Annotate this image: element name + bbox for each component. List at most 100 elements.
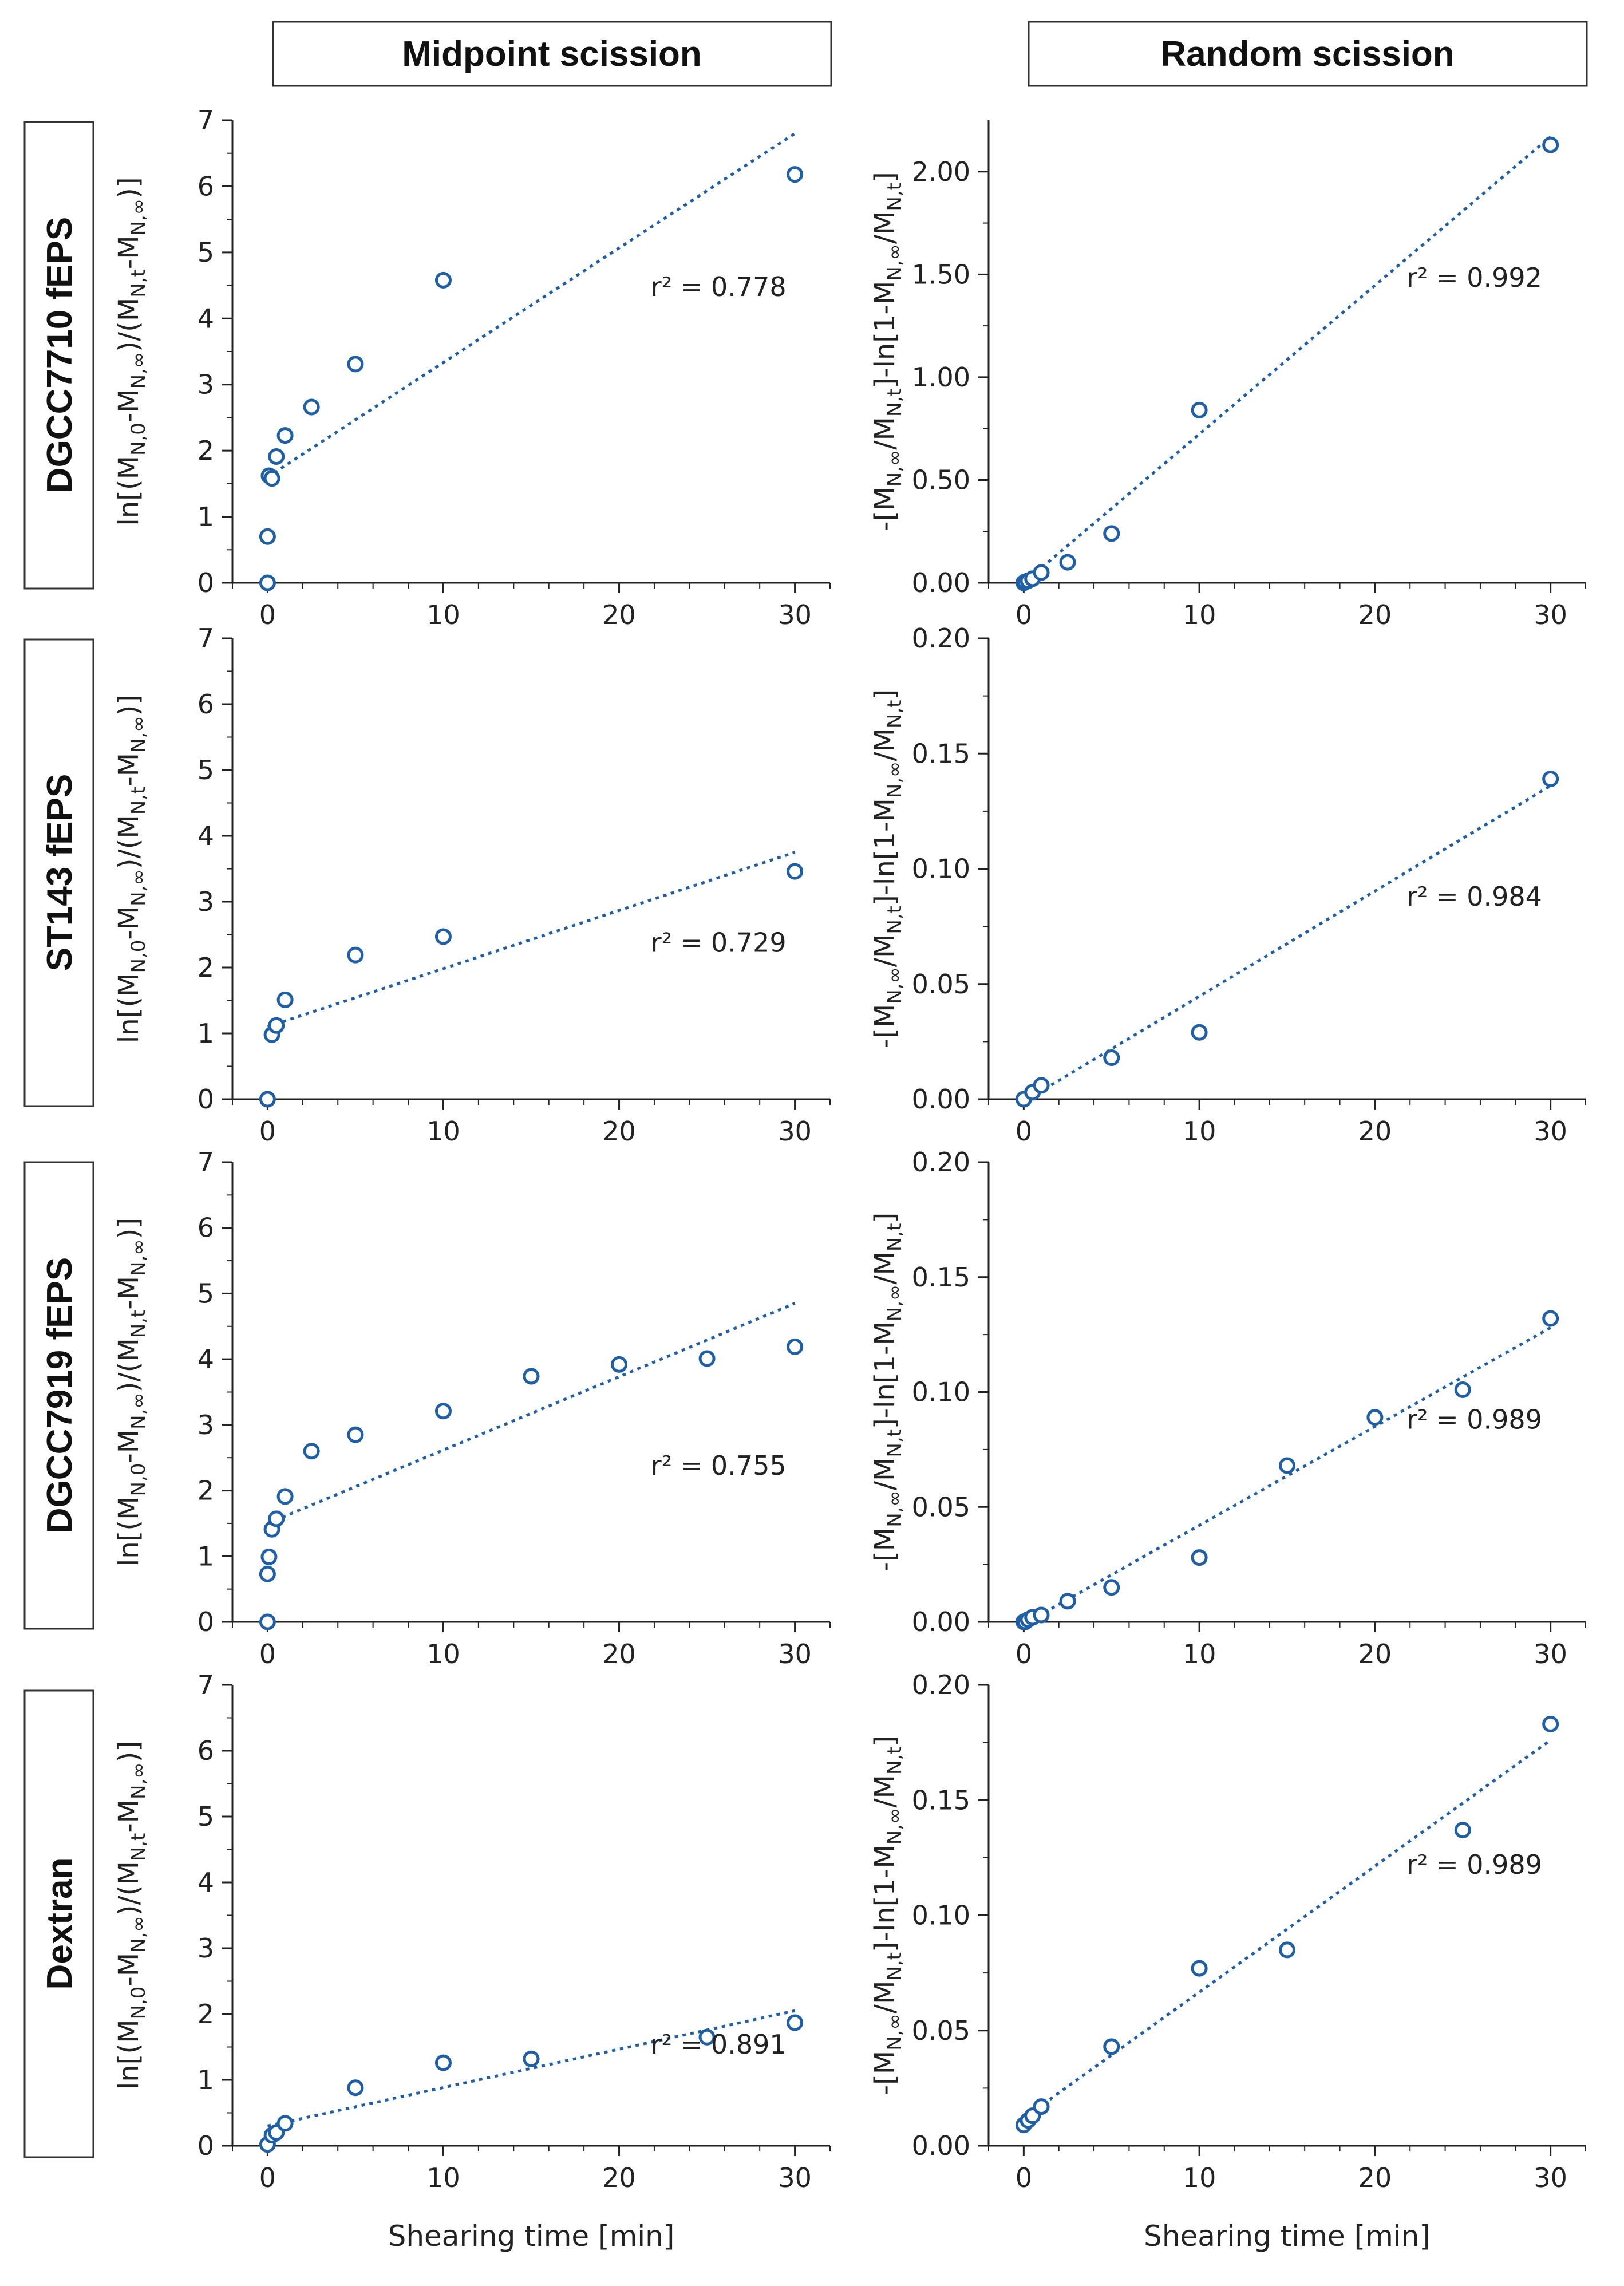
y-tick-label: 1 — [197, 502, 214, 532]
y-axis-label-subscript: N,∞ — [883, 2013, 906, 2051]
y-axis-label-part: -M — [113, 1276, 145, 1310]
x-tick-label: 0 — [259, 599, 276, 630]
y-tick-label: 0.05 — [912, 969, 970, 1000]
y-tick-label: 0.10 — [912, 854, 970, 885]
x-tick-label: 0 — [259, 2162, 276, 2193]
y-axis-label-subscript: N,t — [127, 1310, 150, 1339]
y-tick-label: 0.00 — [912, 2130, 970, 2161]
y-tick-label: 7 — [197, 105, 214, 136]
column-header-random: Random scission — [1028, 21, 1588, 87]
y-tick-label: 0 — [197, 1084, 214, 1115]
y-tick-label: 5 — [197, 1278, 214, 1309]
data-point — [303, 398, 320, 416]
data-point — [787, 166, 804, 183]
y-axis-label-subscript: N,t — [127, 787, 150, 815]
data-point — [259, 1565, 276, 1582]
x-tick-label: 10 — [1183, 599, 1216, 630]
x-tick-label: 30 — [778, 599, 812, 630]
data-point — [259, 574, 276, 591]
data-point — [787, 2014, 804, 2031]
x-tick-label: 20 — [602, 599, 636, 630]
fit-line — [1023, 1326, 1551, 1626]
y-axis-label-part: )] — [113, 177, 145, 198]
y-tick-label: 0.15 — [912, 738, 970, 769]
x-tick-label: 20 — [1358, 599, 1392, 630]
row-label-dextran-text: Dextran — [40, 1858, 80, 1990]
x-tick-label: 30 — [1534, 1116, 1567, 1147]
y-axis-label-part: -M — [113, 753, 145, 787]
y-axis-label-subscript: N,∞ — [127, 1239, 150, 1276]
y-tick-label: 5 — [197, 237, 214, 268]
y-axis-label-part: )/(M — [113, 1338, 145, 1392]
x-tick-label: 20 — [1358, 2162, 1392, 2193]
y-tick-label: 0.00 — [912, 1084, 970, 1115]
y-axis-label: ln[(MN,0-MN,∞)/(MN,t-MN,∞)] — [113, 177, 150, 526]
y-axis-label-part: )/(M — [113, 1861, 145, 1916]
y-tick-label: 3 — [197, 1933, 214, 1964]
r-squared-annotation: r² = 0.729 — [651, 927, 787, 958]
y-tick-label: 0.10 — [912, 1900, 970, 1931]
row-label-dgcc7919-text: DGCC7919 fEPS — [40, 1257, 80, 1533]
y-axis-label-part: ] — [869, 1213, 901, 1223]
x-tick-label: 30 — [1534, 599, 1567, 630]
data-point — [1191, 1960, 1208, 1977]
x-tick-label: 0 — [1016, 2162, 1032, 2193]
y-tick-label: 0 — [197, 2130, 214, 2161]
data-point — [1033, 2098, 1050, 2115]
data-point — [276, 1488, 294, 1505]
y-axis-label-subscript: N,t — [883, 1223, 906, 1251]
y-axis-label-part: ]-ln[1-M — [869, 798, 901, 906]
y-axis-label-part: -[M — [869, 1004, 901, 1048]
y-axis-label-part: )] — [113, 1218, 145, 1239]
x-tick-label: 30 — [778, 1116, 812, 1147]
y-tick-label: 4 — [197, 820, 214, 851]
y-axis-label-part: ] — [869, 1736, 901, 1747]
data-point — [698, 1350, 716, 1367]
y-axis-label-subscript: N,∞ — [883, 450, 906, 487]
data-point — [276, 2115, 294, 2132]
x-axis-label: Shearing time [min] — [1144, 2220, 1431, 2253]
data-point — [347, 2079, 364, 2097]
data-point — [1542, 1715, 1559, 1732]
y-axis-label-part: /M — [869, 934, 901, 968]
data-point — [1033, 564, 1050, 581]
y-tick-label: 0.00 — [912, 1606, 970, 1637]
x-tick-label: 0 — [1016, 599, 1032, 630]
fit-line — [267, 1302, 796, 1525]
data-point — [523, 1368, 540, 1385]
y-tick-label: 2.00 — [912, 156, 970, 187]
y-axis-label-part: /M — [869, 1981, 901, 2014]
column-header-midpoint: Midpoint scission — [272, 21, 832, 87]
data-point — [698, 2028, 716, 2046]
data-point — [1103, 1579, 1120, 1596]
y-tick-label: 7 — [197, 1147, 214, 1178]
y-tick-label: 3 — [197, 886, 214, 917]
y-axis-label-subscript: N,0 — [127, 940, 150, 973]
data-point — [1059, 1593, 1076, 1610]
data-point — [611, 1356, 628, 1373]
row-label-dgcc7710: DGCC7710 fEPS — [23, 121, 94, 590]
fit-line — [267, 2009, 796, 2127]
y-axis-label-part: ]-ln[1-M — [869, 281, 901, 389]
y-tick-label: 6 — [197, 689, 214, 720]
data-point — [347, 1426, 364, 1443]
x-tick-label: 10 — [426, 599, 460, 630]
y-axis-label-part: ln[(M — [113, 456, 145, 526]
x-tick-label: 20 — [602, 1116, 636, 1147]
y-axis-label-subscript: N,∞ — [127, 1392, 150, 1430]
data-point — [268, 1017, 285, 1034]
y-tick-label: 7 — [197, 1669, 214, 1700]
y-tick-label: 3 — [197, 1409, 214, 1440]
row-label-dgcc7710-text: DGCC7710 fEPS — [40, 217, 80, 493]
data-point — [347, 356, 364, 373]
data-point — [347, 946, 364, 964]
r-squared-annotation: r² = 0.992 — [1406, 262, 1542, 293]
data-point — [1033, 1606, 1050, 1624]
x-tick-label: 20 — [1358, 1116, 1392, 1147]
y-axis-label-part: )] — [113, 1741, 145, 1762]
y-tick-label: 0 — [197, 567, 214, 598]
y-axis-label-subscript: N,0 — [127, 1463, 150, 1497]
